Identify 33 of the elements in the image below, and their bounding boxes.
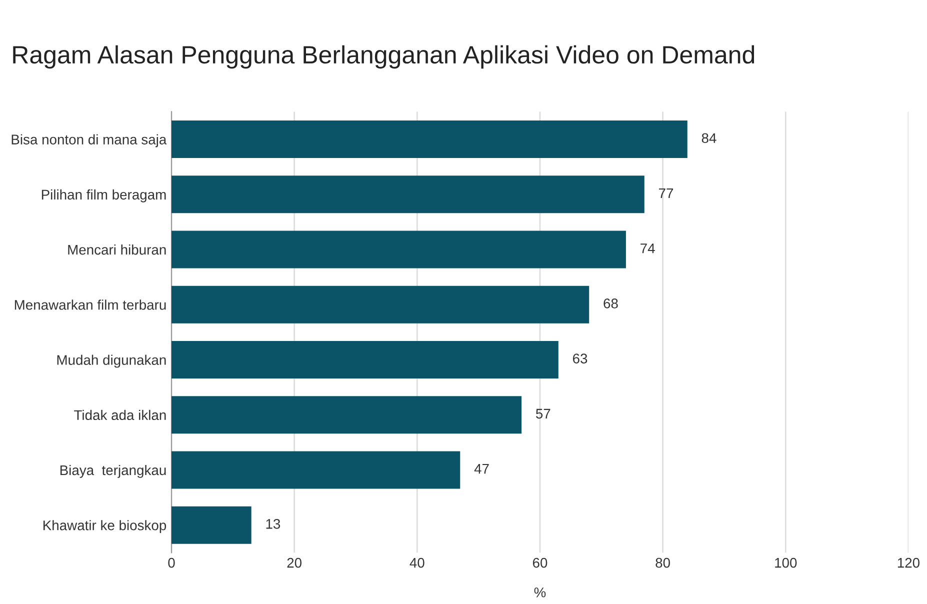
y-tick-label: Tidak ada iklan: [74, 410, 166, 420]
x-tick-label: 60: [532, 558, 548, 568]
data-label: 68: [604, 298, 618, 308]
bar: [171, 451, 460, 489]
y-tick-label: Khawatir ke bioskop: [43, 520, 166, 534]
data-label: 63: [572, 354, 588, 364]
x-tick-label: 20: [287, 558, 302, 568]
bar: [171, 120, 688, 158]
bar: [171, 286, 590, 324]
data-label: 77: [658, 188, 674, 198]
bar: [171, 341, 558, 378]
x-axis-title: %: [534, 588, 546, 598]
bar: [171, 176, 644, 214]
x-tick-label: 100: [775, 558, 797, 568]
x-tick-label: 80: [656, 558, 670, 568]
y-tick-label: Menawarkan film terbaru: [14, 300, 166, 310]
x-tick-label: 40: [410, 558, 424, 568]
y-tick-label: Mudah digunakan: [57, 354, 166, 368]
bar: [171, 396, 522, 434]
data-label: 74: [640, 244, 655, 254]
bar: [171, 230, 626, 268]
data-label: 47: [474, 464, 489, 474]
y-tick-label: Bisa nonton di mana saja: [12, 134, 167, 148]
y-tick-label: Mencari hiburan: [68, 244, 166, 255]
data-label: 84: [702, 133, 716, 144]
y-tick-label: Pilihan film beragam: [42, 189, 166, 202]
data-label: 13: [266, 518, 280, 529]
data-label: 57: [536, 408, 550, 419]
x-tick-label: 120: [898, 558, 920, 568]
bar: [171, 506, 252, 544]
chart-title: Ragam Alasan Pengguna Berlangganan Aplikasi Video on Demand: [13, 45, 754, 69]
x-tick-label: 0: [168, 558, 175, 568]
y-tick-label: Biaya terjangkau: [60, 464, 166, 478]
